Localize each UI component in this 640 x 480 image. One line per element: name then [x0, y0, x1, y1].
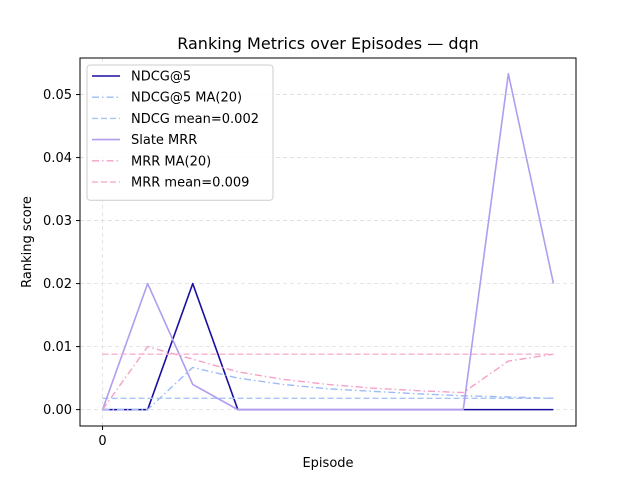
series-line-3	[101, 72, 555, 411]
y-tick-label: 0.02	[43, 277, 72, 292]
chart-title: Ranking Metrics over Episodes — dqn	[177, 34, 479, 53]
legend: NDCG@5 NDCG@5 MA(20) NDCG mean=0.002 Slate …	[86, 64, 274, 201]
legend-label: NDCG@5	[131, 70, 191, 85]
y-tick-label: 0.04	[43, 151, 72, 166]
y-tick-label: 0.03	[43, 214, 72, 229]
y-tick-label: 0.00	[43, 403, 72, 418]
series-layer	[101, 72, 555, 411]
legend-box	[86, 64, 274, 201]
series-line-1	[102, 366, 554, 411]
x-tick-label: 0	[98, 434, 106, 449]
legend-label: NDCG@5 MA(20)	[131, 91, 242, 106]
y-tick-label: 0.01	[43, 340, 72, 355]
x-axis-label: Episode	[302, 456, 353, 471]
legend-label: MRR mean=0.009	[131, 176, 249, 191]
y-axis-label: Ranking score	[20, 196, 35, 288]
y-tick-label: 0.05	[43, 88, 72, 103]
ticks: 0.00 0.01 0.02 0.03 0.04 0.05 0	[43, 88, 107, 449]
series-line-4	[101, 345, 554, 411]
legend-label: Slate MRR	[131, 133, 197, 148]
legend-label: MRR MA(20)	[131, 154, 211, 169]
plot-frame	[79, 57, 577, 427]
legend-label: NDCG mean=0.002	[131, 112, 259, 127]
